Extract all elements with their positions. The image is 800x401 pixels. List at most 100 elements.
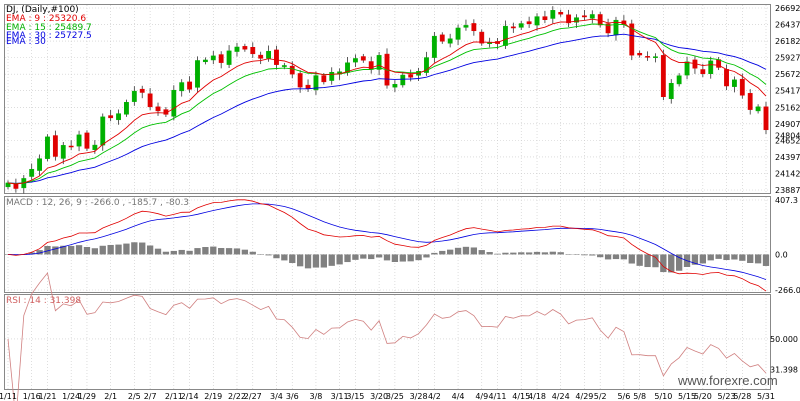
x-tick-label: 2/11 — [165, 392, 183, 401]
candle-body — [700, 69, 706, 74]
macd-bar — [715, 254, 722, 259]
watermark: www.forexre.com — [677, 373, 778, 388]
macd-bar — [502, 252, 509, 255]
candle-body — [455, 27, 461, 40]
macd-bar — [723, 254, 730, 261]
macd-bar — [691, 254, 699, 265]
macd-bar — [383, 254, 391, 261]
ema9-line — [7, 18, 767, 185]
macd-bar — [28, 252, 35, 255]
macd-bar — [194, 248, 201, 255]
candle-body — [479, 31, 485, 44]
macd-bar — [644, 254, 651, 268]
candle-body — [250, 47, 256, 55]
candle-body — [289, 65, 295, 75]
x-tick-label: 5/23 — [718, 392, 736, 401]
price-y-tick: 25162 — [775, 103, 800, 112]
macd-bar — [747, 254, 754, 263]
candle-body — [124, 102, 129, 115]
macd-bar — [431, 252, 438, 255]
macd-bar — [375, 254, 383, 258]
macd-bar — [415, 254, 422, 261]
candle-body — [684, 61, 690, 76]
macd-bar — [296, 254, 304, 267]
candle-body — [321, 75, 327, 83]
price-y-tick: 23887 — [775, 186, 800, 195]
macd-bar — [518, 252, 525, 255]
macd-bar — [620, 254, 628, 260]
x-tick-label: 1/16 — [23, 392, 41, 401]
macd-bar — [202, 247, 209, 255]
macd-bar — [273, 254, 280, 259]
price-y-tick: 25417 — [775, 87, 800, 96]
price-y-tick: 26182 — [775, 37, 800, 46]
x-tick-label: 4/18 — [528, 392, 546, 401]
y-axis-ticks: 26692 26437 26182 25927 25672 25417 25162 24907… — [770, 4, 800, 374]
candle-body — [589, 14, 595, 19]
x-tick-label: 1/24 — [62, 392, 80, 401]
macd-bar — [218, 248, 225, 255]
x-tick-label: 3/15 — [346, 392, 364, 401]
macd-bar — [557, 252, 564, 255]
x-tick-label: 5/28 — [733, 392, 751, 401]
macd-bar — [210, 246, 217, 255]
candle-body — [226, 50, 232, 65]
macd-bar — [162, 251, 170, 255]
macd-bar — [628, 254, 635, 264]
macd-bar — [391, 254, 399, 262]
macd-y-tick: -266.0 — [775, 286, 800, 295]
x-tick-label: 4/15 — [512, 392, 530, 401]
grid-lines — [5, 5, 770, 389]
candle-body — [487, 42, 493, 44]
price-y-tick: 24142 — [775, 169, 800, 178]
candle-body — [526, 21, 532, 25]
candle-body — [281, 65, 287, 67]
macd-bar — [336, 254, 343, 265]
macd-bar — [739, 254, 746, 261]
x-tick-label: 5/20 — [694, 392, 712, 401]
x-tick-label: 4/2 — [428, 392, 441, 401]
price-y-tick: 24907 — [775, 120, 800, 129]
candle-body — [313, 75, 319, 91]
macd-bar — [304, 254, 312, 269]
macd-bar — [494, 253, 501, 255]
x-tick-label: 2/19 — [204, 392, 222, 401]
x-tick-label: 5/31 — [757, 392, 775, 401]
candle-body — [131, 90, 137, 102]
candle-body — [29, 168, 35, 177]
candle-body — [116, 113, 121, 121]
candle-body — [92, 144, 98, 150]
rsi-line — [7, 272, 767, 401]
x-tick-label: 5/15 — [678, 392, 696, 401]
candle-body — [155, 106, 161, 112]
x-tick-label: 4/24 — [552, 392, 570, 401]
x-tick-label: 2/5 — [128, 392, 141, 401]
macd-bar — [99, 245, 106, 255]
last-price-label: 24804 — [775, 132, 800, 141]
candle-body — [195, 60, 200, 88]
x-tick-label: 2/1 — [104, 392, 117, 401]
macd-bar — [486, 252, 493, 255]
macd-bar — [423, 254, 430, 258]
macd-bar — [360, 254, 367, 259]
x-tick-label: 4/29 — [575, 392, 593, 401]
macd-bar — [762, 254, 770, 266]
x-tick-label: 1/11 — [0, 392, 17, 401]
macd-bar — [754, 254, 762, 264]
candle-body — [297, 73, 303, 88]
candle-body — [179, 82, 185, 92]
candle-body — [37, 158, 43, 171]
macd-bar — [549, 251, 556, 255]
price-title: DJ, (Daily,#100) — [6, 5, 79, 15]
x-tick-label: 4/4 — [452, 392, 465, 401]
candle-body — [731, 79, 737, 87]
macd-bar — [407, 254, 414, 262]
candle-body — [45, 136, 50, 159]
candle-body — [392, 84, 398, 88]
indicator-lines — [7, 18, 767, 401]
candle-body — [210, 55, 216, 61]
macd-bar — [249, 251, 256, 255]
candle-body — [518, 23, 524, 28]
candle-body — [668, 83, 674, 99]
candle-body — [566, 14, 572, 24]
